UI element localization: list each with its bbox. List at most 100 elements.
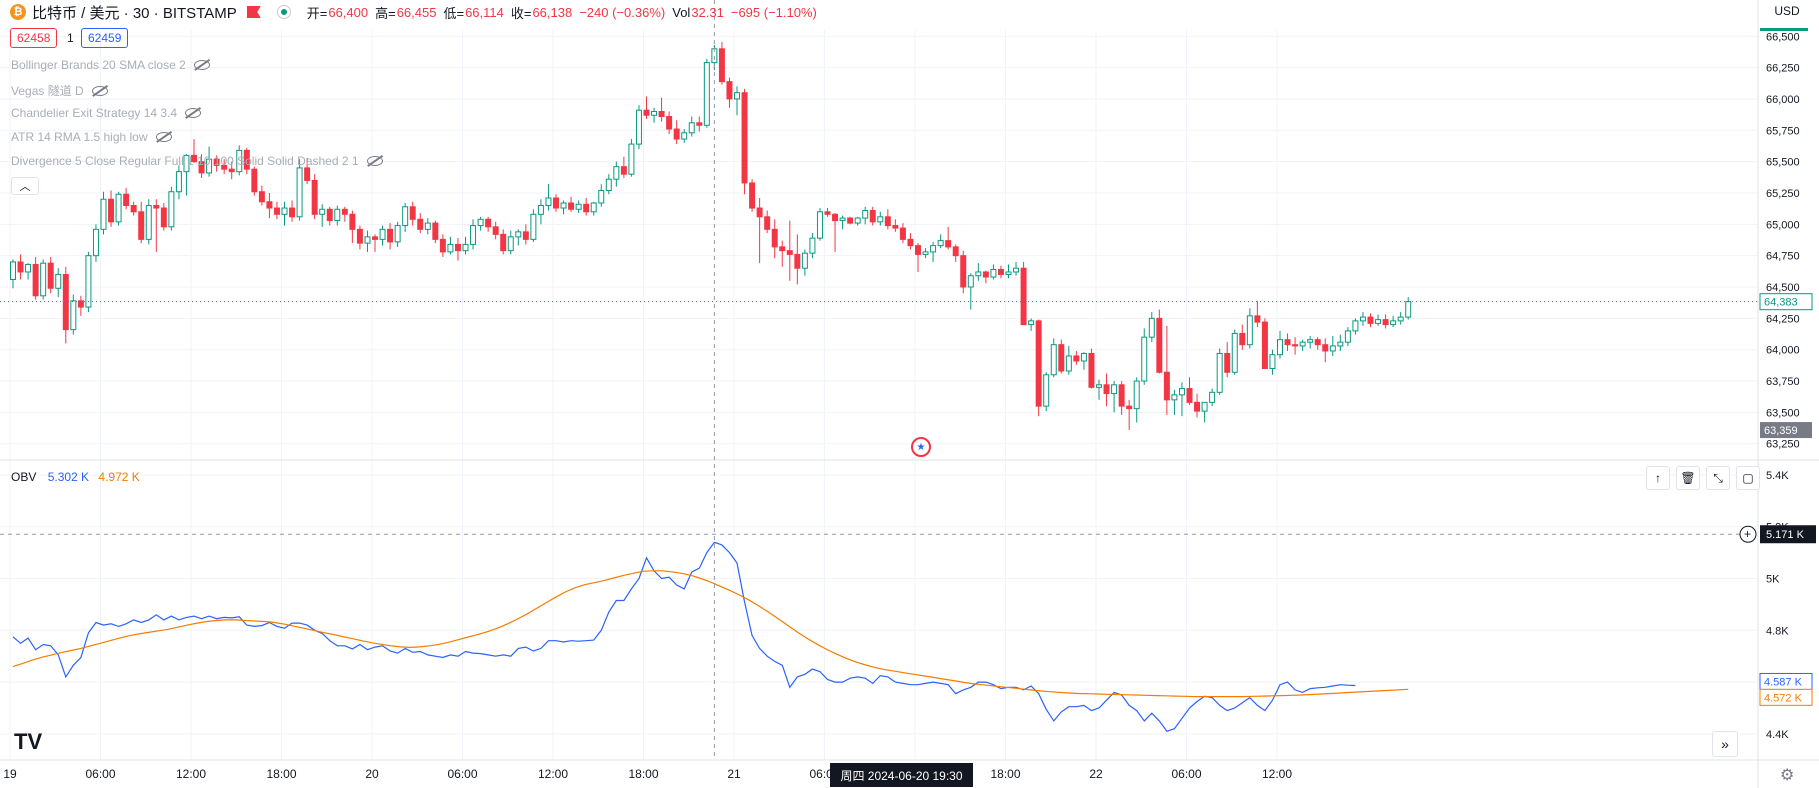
candle-down	[1382, 319, 1389, 326]
candle-up	[1080, 352, 1087, 362]
candle-up	[394, 225, 401, 243]
sell-button[interactable]: 62458	[10, 28, 58, 48]
candle-up	[1329, 345, 1336, 352]
candle-up	[1209, 391, 1216, 403]
flag-icon[interactable]	[246, 6, 261, 18]
candle-up	[1133, 380, 1140, 410]
candle-up	[92, 228, 99, 257]
candle-down	[658, 110, 665, 118]
candle-up	[1299, 341, 1306, 347]
candle-down	[439, 238, 446, 253]
x-tick-label: 12:00	[1262, 767, 1292, 781]
candle-down	[304, 167, 311, 181]
candle-up	[990, 268, 997, 278]
last-price-box	[1759, 293, 1813, 311]
candle-up	[1405, 301, 1412, 318]
candle-up	[1359, 316, 1366, 322]
candle-up	[462, 243, 469, 252]
candle-down	[243, 149, 250, 170]
candle-up	[688, 122, 695, 134]
obv-last-label: 4.587 K	[1764, 676, 1803, 688]
maximize-pane-icon[interactable]: ▢	[1736, 466, 1760, 490]
candle-down	[372, 236, 378, 240]
obv-legend[interactable]: OBV 5.302 K 4.972 K	[11, 470, 140, 484]
currency-label[interactable]: USD	[1774, 4, 1800, 18]
candle-up	[862, 210, 869, 219]
indicator-vegas[interactable]: Vegas 隧道 D	[11, 82, 108, 99]
candle-down	[553, 197, 559, 209]
eye-hidden-icon[interactable]	[155, 132, 172, 142]
candle-down	[756, 207, 763, 218]
high-key: 高=	[375, 5, 396, 21]
candle-down	[17, 261, 24, 273]
eye-hidden-icon[interactable]	[91, 85, 108, 96]
candle-down	[1073, 355, 1080, 362]
candle-down	[432, 222, 439, 240]
candle-down	[1261, 321, 1268, 370]
indicator-atr[interactable]: ATR 14 RMA 1.5 high low	[11, 130, 172, 144]
symbol-title[interactable]: 比特币 / 美元 · 30 · BITSTAMP	[32, 4, 237, 22]
y-tick-label: 65,500	[1766, 157, 1800, 169]
candle-down	[726, 81, 733, 100]
y-tick-label: 64,250	[1766, 313, 1800, 325]
y-tick-label: 65,250	[1766, 188, 1800, 200]
candle-down	[387, 228, 394, 243]
candle-down	[1194, 401, 1201, 412]
candle-down	[1020, 267, 1027, 326]
eye-hidden-icon[interactable]	[193, 60, 210, 70]
candle-up	[1043, 374, 1050, 407]
candle-down	[952, 246, 959, 257]
candle-down	[356, 228, 363, 244]
candle-up	[1141, 336, 1148, 382]
candle-down	[191, 154, 197, 163]
obv-last-label: 4.572 K	[1764, 692, 1803, 704]
candle-down	[228, 168, 235, 173]
price-scale-marker	[1760, 28, 1808, 31]
candle-down	[869, 210, 876, 223]
move-up-icon[interactable]: ↑	[1646, 466, 1670, 490]
candle-down	[779, 246, 786, 252]
candle-up	[801, 252, 808, 269]
candle-down	[266, 201, 273, 209]
candle-down	[620, 166, 627, 175]
candle-up	[447, 243, 454, 253]
market-status-icon[interactable]	[276, 5, 291, 19]
candle-down	[741, 92, 748, 184]
candle-up	[1096, 384, 1102, 388]
candle-down	[643, 109, 650, 116]
candle-down	[417, 218, 424, 230]
candle-up	[930, 245, 937, 253]
indicator-chandelier[interactable]: Chandelier Exit Strategy 14 3.4	[11, 106, 202, 120]
candle-down	[749, 182, 756, 209]
candle-up	[628, 143, 635, 175]
candle-up	[598, 189, 605, 204]
indicator-divergence[interactable]: Divergence 5 Close Regular Full 1 10 100…	[11, 154, 383, 168]
gear-icon[interactable]: ⚙	[1780, 767, 1795, 784]
candle-up	[560, 202, 567, 209]
obv-y-tick-label: 5K	[1766, 574, 1780, 586]
delete-icon[interactable]: 🗑	[1676, 466, 1700, 490]
eye-hidden-icon[interactable]	[185, 108, 202, 118]
candle-down	[892, 225, 899, 229]
collapse-indicators-button[interactable]: ︿	[11, 177, 39, 195]
scroll-to-realtime-button[interactable]: »	[1712, 731, 1738, 757]
candle-up	[70, 300, 77, 331]
candle-up	[1013, 267, 1020, 273]
candle-up	[1397, 316, 1404, 322]
y-tick-label: 66,000	[1766, 94, 1800, 106]
us-flag-icon[interactable]: ★	[911, 437, 931, 457]
crosshair-date-label: 周四 2024-06-20 19:30	[830, 763, 973, 787]
eye-hidden-icon[interactable]	[366, 156, 383, 166]
tradingview-logo[interactable]: TV	[14, 729, 43, 754]
obv-ma-value: 4.972 K	[98, 470, 140, 484]
add-alert-icon	[1739, 525, 1757, 543]
x-tick-label: 06:00	[85, 767, 115, 781]
obv-name: OBV	[11, 470, 37, 484]
buy-button[interactable]: 62459	[81, 28, 129, 48]
open-key: 开=	[306, 5, 328, 21]
indicator-bollinger[interactable]: Bollinger Brands 20 SMA close 2	[11, 58, 210, 72]
candle-up	[839, 217, 846, 222]
candle-up	[530, 213, 537, 240]
collapse-pane-icon[interactable]: ⤡	[1706, 466, 1730, 490]
